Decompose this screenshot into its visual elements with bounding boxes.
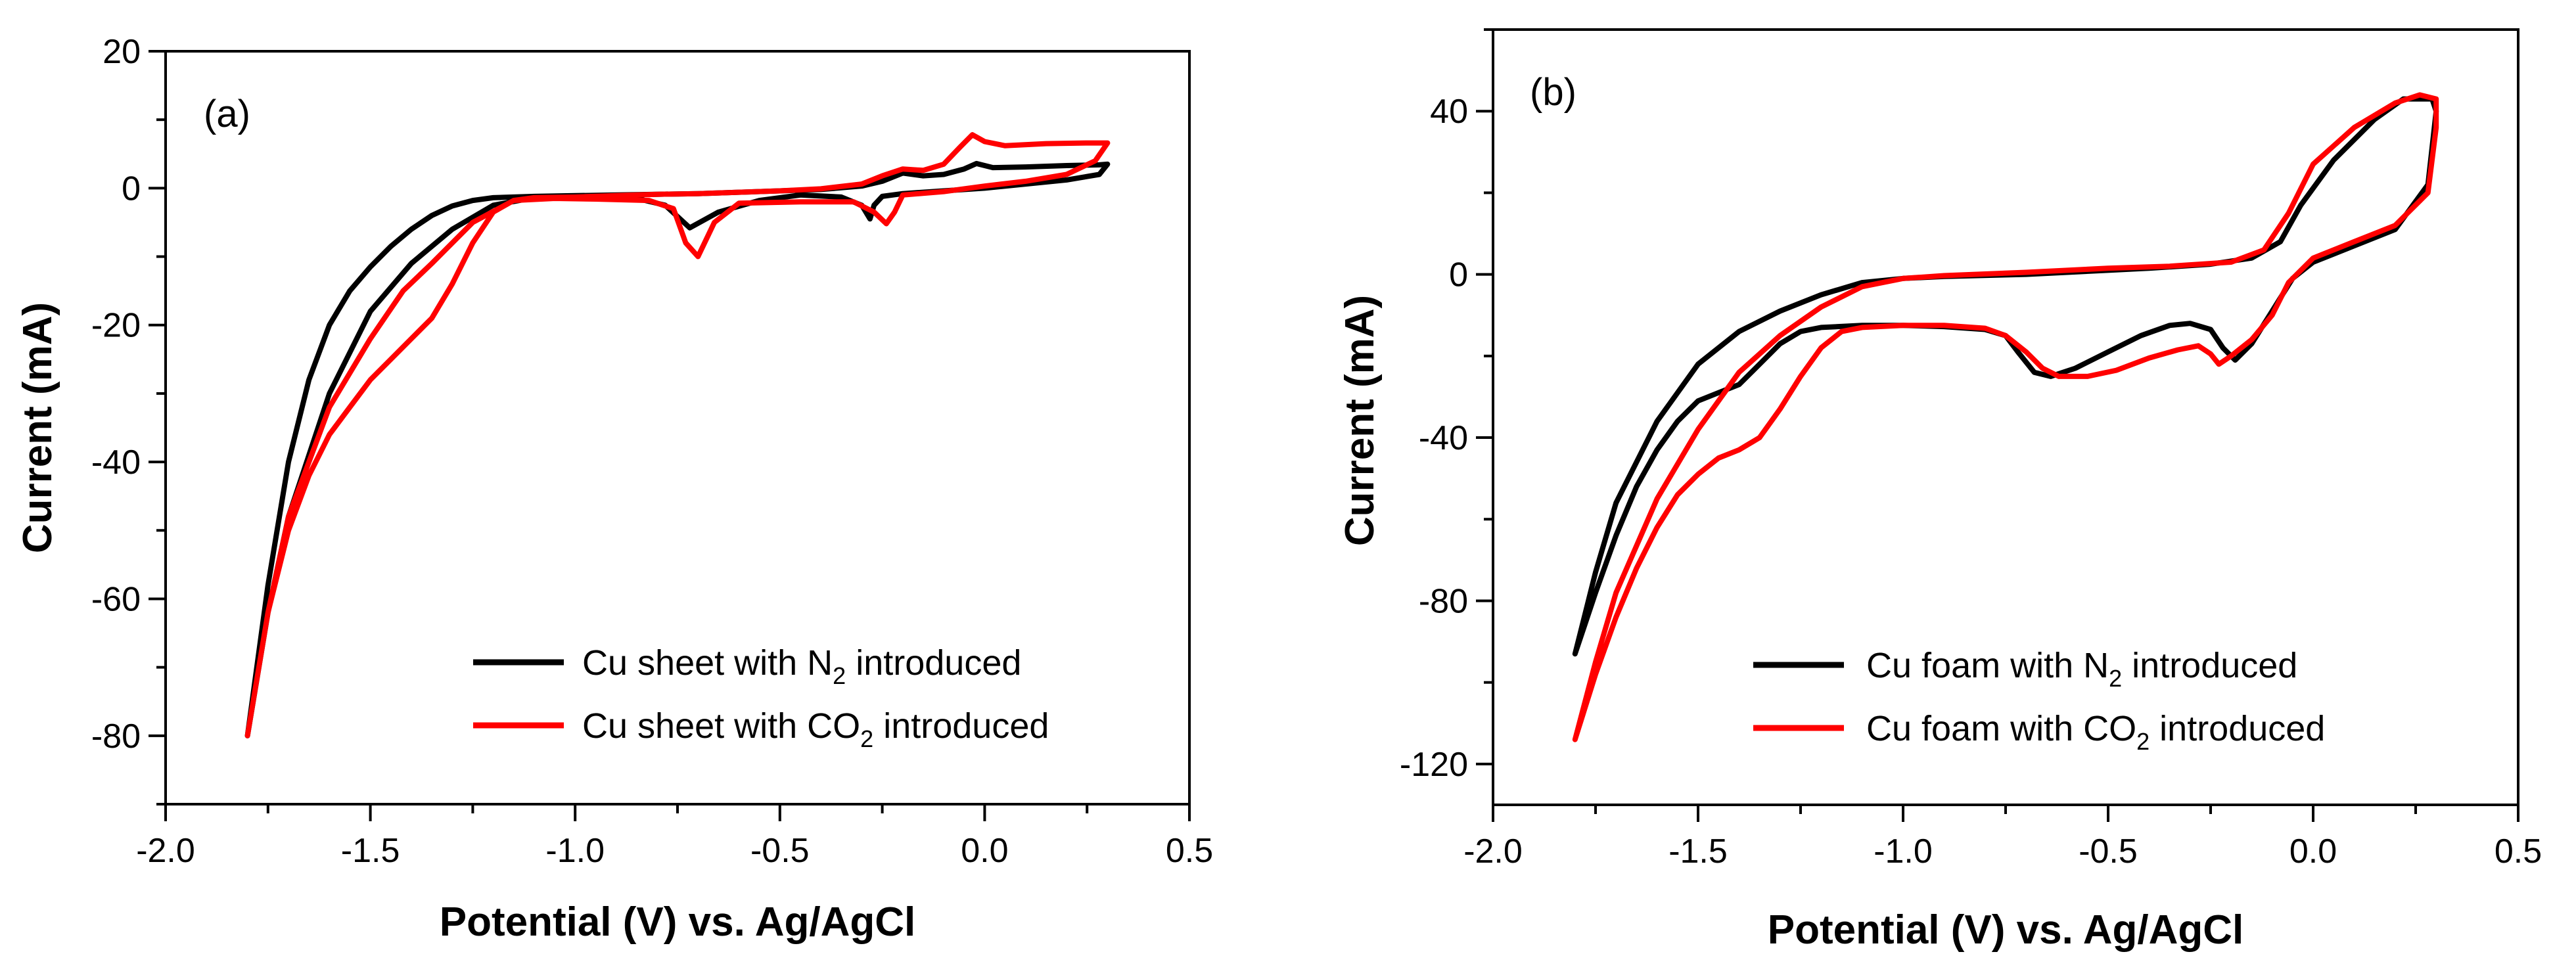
y-axis-title: Current (mA) (15, 302, 60, 553)
legend-label-tail: introduced (873, 706, 1049, 746)
x-tick-label: -1.5 (341, 832, 400, 870)
x-axis-title: Potential (V) vs. Ag/AgCl (1768, 907, 2244, 953)
legend-label-tail: introduced (2122, 646, 2297, 685)
legend-label-main: Cu foam with CO (1866, 709, 2136, 748)
legend-label-subscript: 2 (833, 662, 846, 689)
y-tick-label: -120 (1400, 746, 1468, 784)
x-tick-label: 0.5 (2495, 832, 2542, 871)
x-tick-label: 0.0 (961, 832, 1008, 870)
legend-label-subscript: 2 (2109, 665, 2122, 692)
y-tick-label: 0 (122, 170, 141, 208)
x-tick-label: 0.5 (1166, 832, 1213, 870)
y-tick-label: -20 (91, 307, 141, 345)
x-tick-label: -0.5 (2079, 832, 2138, 871)
y-tick-label: 0 (1449, 256, 1468, 294)
legend-label-subscript: 2 (2136, 728, 2150, 755)
x-tick-label: -2.0 (136, 832, 195, 870)
legend-label-n2: Cu foam with N2 introduced (1866, 646, 2297, 692)
y-tick-label: 20 (103, 33, 141, 71)
legend-label-main: Cu foam with N (1866, 646, 2109, 685)
series-line-co2 (244, 132, 1111, 738)
legend-label-tail: introduced (2150, 709, 2325, 748)
y-tick-label: 40 (1430, 93, 1468, 131)
x-tick-label: -1.0 (1874, 832, 1933, 871)
legend-label-n2: Cu sheet with N2 introduced (582, 643, 1021, 689)
x-tick-label: -1.0 (545, 832, 605, 870)
y-axis-title: Current (mA) (1337, 295, 1383, 546)
y-tick-label: -40 (91, 443, 141, 482)
y-tick-layer: -80 -60 -40 -20 0 20 (91, 33, 166, 805)
y-tick-label: -80 (1419, 582, 1468, 620)
x-tick-label: -1.5 (1668, 832, 1728, 871)
y-tick-label: -60 (91, 580, 141, 618)
legend-label-co2: Cu foam with CO2 introduced (1866, 709, 2325, 755)
x-tick-layer: -2.0 -1.5 -1.0 -0.5 0.0 0.5 (136, 804, 1213, 870)
curve-layer (244, 132, 1111, 738)
legend: Cu foam with N2 introduced Cu foam with … (1753, 646, 2325, 755)
chart-panel-b: (b) -2.0 -1.5 -1.0 -0.5 0.0 0.5 -120 -80 -40 0 40… (1337, 28, 2542, 953)
legend-label-main: Cu sheet with CO (582, 706, 860, 746)
x-tick-label: 0.0 (2289, 832, 2337, 871)
series-line-co2 (1572, 92, 2439, 742)
legend: Cu sheet with N2 introduced Cu sheet wit… (473, 643, 1049, 752)
plot-frame (1492, 28, 2519, 806)
y-tick-label: -80 (91, 717, 141, 756)
legend-label-tail: introduced (846, 643, 1021, 683)
x-tick-label: -0.5 (750, 832, 810, 870)
y-tick-layer: -120 -80 -40 0 40 (1400, 28, 1493, 784)
x-tick-layer: -2.0 -1.5 -1.0 -0.5 0.0 0.5 (1463, 805, 2542, 871)
panel-label: (b) (1530, 71, 1576, 114)
panel-label: (a) (204, 93, 250, 135)
legend-label-main: Cu sheet with N (582, 643, 833, 683)
y-tick-label: -40 (1419, 419, 1468, 457)
x-axis-title: Potential (V) vs. Ag/AgCl (440, 899, 916, 945)
legend-label-co2: Cu sheet with CO2 introduced (582, 706, 1049, 752)
curve-layer (1572, 92, 2439, 742)
chart-panel-a: (a) -2.0 -1.5 -1.0 -0.5 0.0 0.5 -80 -60 -40 -20 0… (15, 33, 1213, 945)
legend-label-subscript: 2 (860, 725, 873, 752)
x-tick-label: -2.0 (1463, 832, 1523, 871)
